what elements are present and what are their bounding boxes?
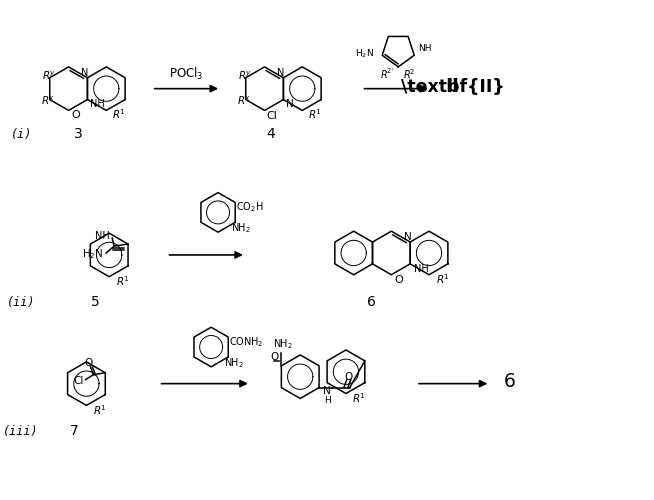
Text: 6: 6: [367, 296, 376, 310]
Text: O: O: [72, 110, 80, 120]
Text: 3: 3: [74, 127, 83, 141]
Text: O: O: [270, 352, 279, 362]
Text: Cl: Cl: [267, 111, 278, 121]
Text: H$_2$N: H$_2$N: [355, 48, 374, 60]
Text: O: O: [84, 358, 93, 368]
Text: R$^x$: R$^x$: [237, 94, 250, 107]
Text: 7: 7: [70, 424, 79, 438]
Text: NH: NH: [90, 100, 105, 110]
Text: O: O: [345, 372, 353, 382]
Text: O: O: [394, 275, 404, 285]
Text: R$^1$: R$^1$: [307, 108, 321, 122]
Text: R$^x$: R$^x$: [41, 94, 55, 107]
Text: R$^{2'}$: R$^{2'}$: [380, 66, 394, 81]
Text: R$^1$: R$^1$: [93, 403, 106, 416]
Text: R$^2$: R$^2$: [403, 67, 415, 80]
Text: H: H: [324, 396, 330, 405]
Text: NH$_2$: NH$_2$: [273, 337, 293, 351]
Text: (ii): (ii): [7, 296, 35, 309]
Text: R$^1$: R$^1$: [353, 391, 366, 405]
Text: N: N: [81, 68, 89, 78]
Text: CONH$_2$: CONH$_2$: [229, 335, 264, 349]
Text: R$^1$: R$^1$: [112, 108, 125, 122]
Text: R$^1$: R$^1$: [436, 272, 449, 285]
Text: 6: 6: [504, 372, 516, 391]
Text: 4: 4: [266, 127, 275, 141]
Text: Cl: Cl: [73, 376, 84, 386]
Text: N: N: [277, 68, 284, 78]
Text: NH: NH: [418, 44, 432, 52]
Text: \textbf{II}: \textbf{II}: [401, 78, 504, 96]
Text: NH$_2$: NH$_2$: [231, 222, 251, 235]
Text: N: N: [323, 386, 331, 396]
Text: (iii): (iii): [3, 424, 39, 438]
Text: NH: NH: [95, 231, 111, 241]
Text: R$^y$: R$^y$: [42, 70, 56, 82]
Text: NH$_2$: NH$_2$: [224, 356, 244, 370]
Text: CO$_2$H: CO$_2$H: [236, 200, 264, 214]
Text: 5: 5: [91, 296, 99, 310]
Text: R$^y$: R$^y$: [238, 70, 252, 82]
Text: N: N: [404, 232, 411, 242]
Text: NH: NH: [413, 264, 428, 274]
Text: POCl$_3$: POCl$_3$: [169, 66, 203, 82]
Text: (i): (i): [10, 128, 32, 140]
Text: II: II: [445, 77, 460, 96]
Text: R$^1$: R$^1$: [116, 274, 129, 288]
Text: N: N: [286, 100, 294, 110]
Text: H$_2$N: H$_2$N: [82, 247, 103, 261]
